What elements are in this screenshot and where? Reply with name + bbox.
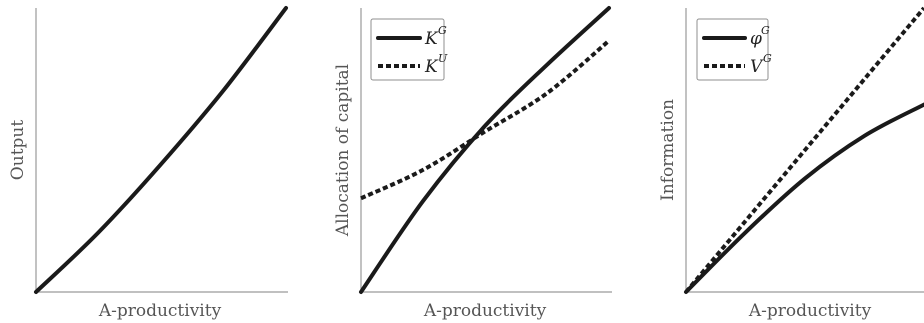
panel-information: Information A-productivity φ G V G (658, 6, 924, 321)
panel3-legend-sup-vg: G (763, 52, 772, 65)
panel2-legend-sup-ku: U (438, 52, 448, 65)
panel3-series-0-line (684, 102, 924, 294)
panel-output: Output A-productivity (8, 6, 288, 321)
panel-allocation-of-capital: Allocation of capital A-productivity K G… (333, 6, 612, 321)
panel1-x-label: A-productivity (98, 301, 222, 321)
panel3-y-label: Information (658, 99, 678, 201)
panel3-series (684, 6, 924, 294)
panel1-series-0-line (34, 6, 288, 294)
panel2-series-0-line (359, 6, 611, 294)
panel1-series (34, 6, 288, 294)
panel2-y-label: Allocation of capital (333, 64, 353, 237)
panel3-x-label: A-productivity (748, 301, 872, 321)
panel2-x-label: A-productivity (423, 301, 547, 321)
panel3-legend: φ G V G (696, 18, 772, 81)
panel2-legend-label-kg: K (424, 29, 439, 49)
panel2-legend-label-ku: K (424, 57, 439, 77)
panel3-series-1-line (684, 6, 924, 294)
panel1-y-label: Output (8, 120, 28, 181)
panel3-legend-label-phig: φ (750, 29, 762, 49)
panel3-legend-label-vg: V (750, 57, 764, 77)
panel2-series (359, 6, 611, 294)
panel2-legend: K G K U (370, 18, 448, 81)
panel3-legend-sup-phig: G (761, 24, 770, 37)
panel2-legend-sup-kg: G (438, 24, 447, 37)
